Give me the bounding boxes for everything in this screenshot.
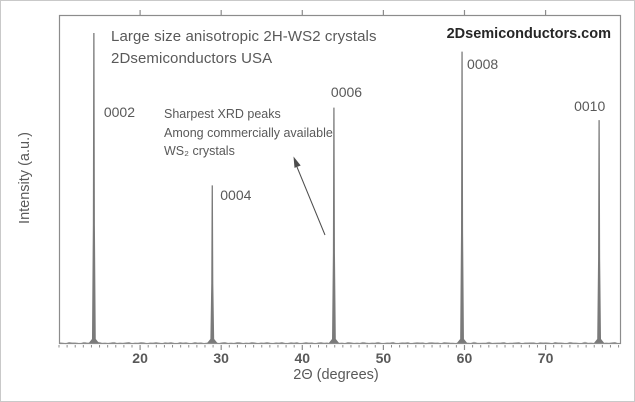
peak-label-0008: 0008 xyxy=(467,55,499,72)
x-tick-label-30: 30 xyxy=(213,350,229,366)
xrd-peak-0006 xyxy=(328,107,340,344)
x-tick-label-20: 20 xyxy=(132,350,148,366)
annotation-line3: WS₂ crystals xyxy=(164,144,235,158)
xrd-peak-0008 xyxy=(456,51,468,344)
annotation-arrow-line xyxy=(296,166,326,236)
x-tick-label-40: 40 xyxy=(294,350,311,366)
xrd-peak-0004 xyxy=(206,185,218,344)
watermark-text: 2Dsemiconductors.com xyxy=(446,26,611,42)
peak-label-0002: 0002 xyxy=(103,104,136,120)
x-tick-label-50: 50 xyxy=(375,350,392,366)
annotation-block: Sharpest XRD peaks Among commercially av… xyxy=(164,105,333,161)
chart-title-line1: Large size anisotropic 2H-WS2 crystals xyxy=(111,28,377,45)
x-tick-label-60: 60 xyxy=(456,350,473,366)
xrd-peak-0010 xyxy=(593,120,605,344)
xrd-peak-0002 xyxy=(88,33,100,344)
peak-label-0004: 0004 xyxy=(220,187,252,204)
y-axis-label: Intensity (a.u.) xyxy=(17,132,33,224)
peak-label-0006: 0006 xyxy=(330,83,363,100)
annotation-line2: Among commercially available xyxy=(164,125,333,140)
annotation-arrow-head-icon xyxy=(293,156,301,168)
x-axis-label: 2Θ (degrees) xyxy=(293,367,379,383)
annotation-line1: Sharpest XRD peaks xyxy=(164,107,281,121)
x-tick-label-70: 70 xyxy=(537,350,554,366)
peak-label-0010: 0010 xyxy=(574,98,606,115)
plot-border xyxy=(58,14,622,345)
chart-title-line2: 2Dsemiconductors USA xyxy=(111,50,273,67)
